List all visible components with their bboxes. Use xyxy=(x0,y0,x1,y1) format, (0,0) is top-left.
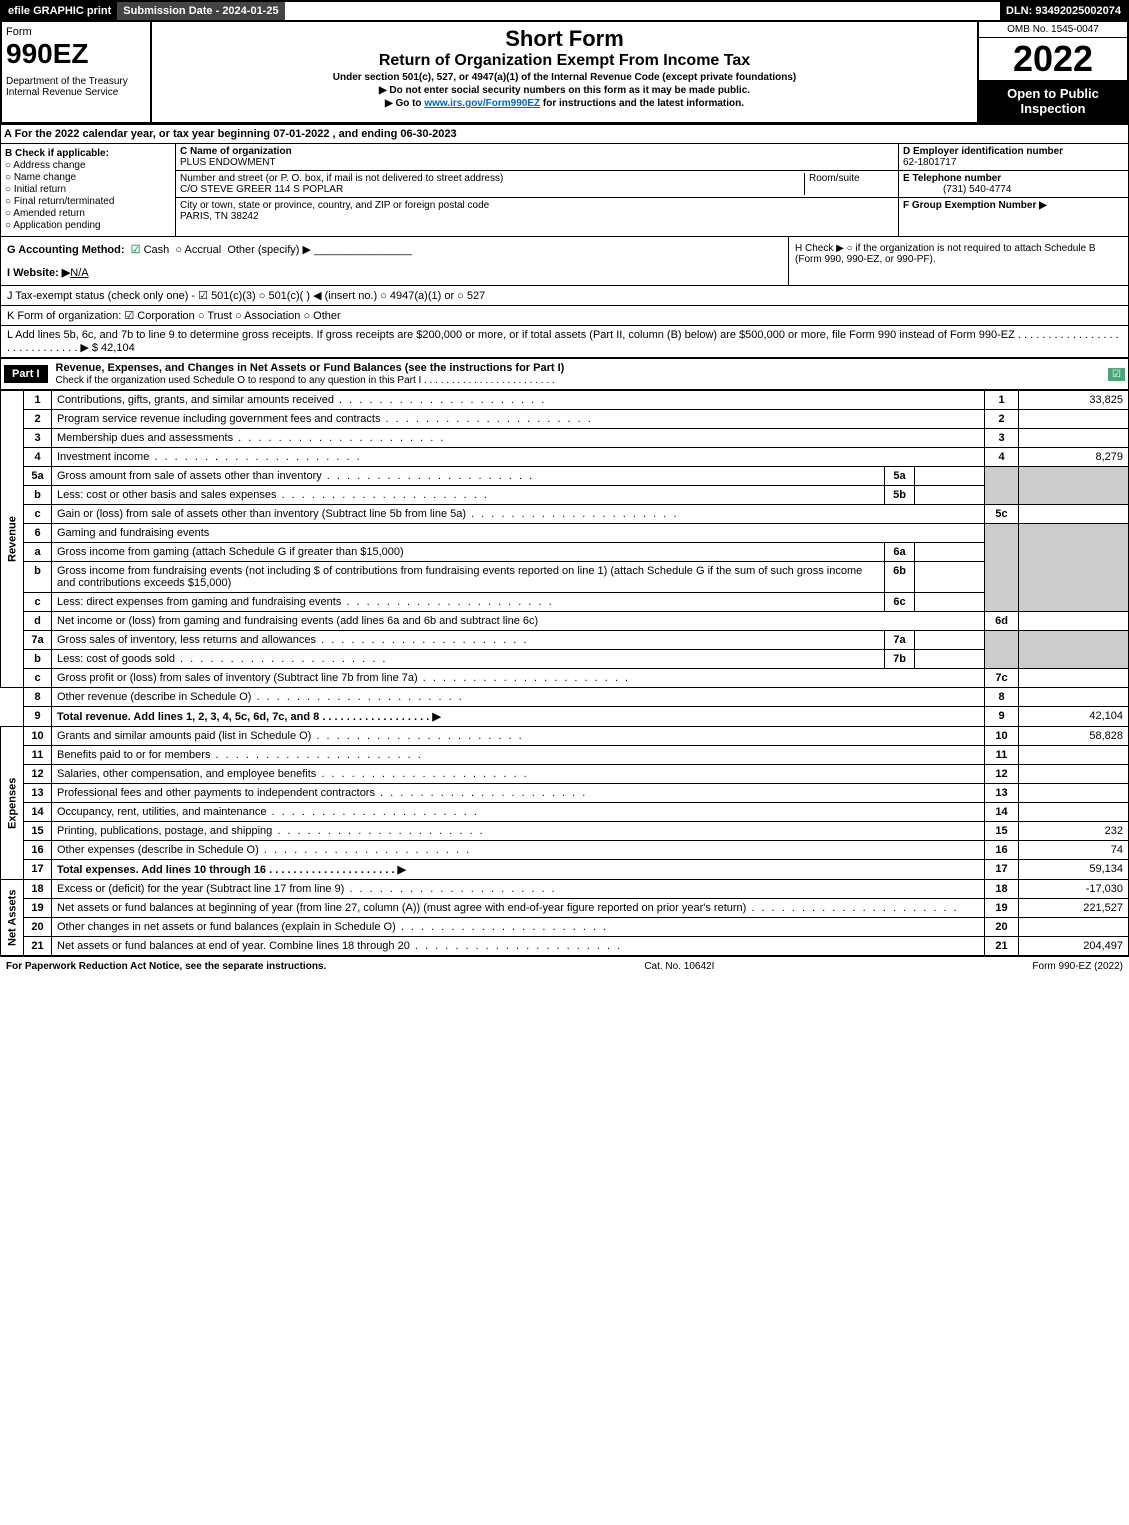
cash-opt: Cash xyxy=(144,244,170,256)
accounting-label: G Accounting Method: xyxy=(7,244,125,256)
part1-title: Revenue, Expenses, and Changes in Net As… xyxy=(56,362,565,386)
line-amt: 33,825 xyxy=(1019,391,1129,410)
dept-label: Department of the Treasury xyxy=(6,76,146,87)
cb-name[interactable]: Name change xyxy=(5,172,171,183)
section-def: D Employer identification number62-18017… xyxy=(898,144,1128,236)
accrual-opt: Accrual xyxy=(185,244,222,256)
side-netassets: Net Assets xyxy=(1,880,24,956)
page-footer: For Paperwork Reduction Act Notice, see … xyxy=(0,956,1129,976)
open-inspection: Open to Public Inspection xyxy=(979,80,1127,122)
form-word: Form xyxy=(6,26,146,38)
form-number: 990EZ xyxy=(6,38,146,70)
omb-number: OMB No. 1545-0047 xyxy=(979,22,1127,38)
website-value: N/A xyxy=(70,267,88,279)
city-label: City or town, state or province, country… xyxy=(180,200,489,211)
subtitle: Under section 501(c), 527, or 4947(a)(1)… xyxy=(156,72,973,83)
line-desc: Contributions, gifts, grants, and simila… xyxy=(57,394,546,406)
side-revenue: Revenue xyxy=(1,391,24,688)
ein-label: D Employer identification number xyxy=(903,146,1063,157)
cb-address[interactable]: Address change xyxy=(5,160,171,171)
title-short: Short Form xyxy=(156,26,973,52)
gross-receipts: 42,104 xyxy=(101,342,135,354)
room-label: Room/suite xyxy=(804,173,894,195)
org-name-label: C Name of organization xyxy=(180,146,292,157)
cb-amended[interactable]: Amended return xyxy=(5,208,171,219)
part1-header: Part I Revenue, Expenses, and Changes in… xyxy=(0,358,1129,390)
tel-value: (731) 540-4774 xyxy=(903,184,1011,195)
footer-left: For Paperwork Reduction Act Notice, see … xyxy=(6,961,326,972)
form-header: Form 990EZ Department of the Treasury In… xyxy=(0,22,1129,124)
cb-pending[interactable]: Application pending xyxy=(5,220,171,231)
part1-label: Part I xyxy=(4,365,48,383)
title-main: Return of Organization Exempt From Incom… xyxy=(156,52,973,70)
section-k: K Form of organization: ☑ Corporation ○ … xyxy=(0,306,1129,326)
block-bcd: B Check if applicable: Address change Na… xyxy=(0,144,1129,237)
footer-cat: Cat. No. 10642I xyxy=(644,961,714,972)
part1-table: Revenue 1 Contributions, gifts, grants, … xyxy=(0,390,1129,956)
addr-label: Number and street (or P. O. box, if mail… xyxy=(180,173,503,184)
top-bar: efile GRAPHIC print Submission Date - 20… xyxy=(0,0,1129,22)
footer-right: Form 990-EZ (2022) xyxy=(1032,961,1123,972)
section-h: H Check ▶ ○ if the organization is not r… xyxy=(788,237,1128,285)
ein-value: 62-1801717 xyxy=(903,157,956,168)
irs-link[interactable]: www.irs.gov/Form990EZ xyxy=(424,98,540,109)
submission-date: Submission Date - 2024-01-25 xyxy=(117,2,284,20)
section-b-label: B Check if applicable: xyxy=(5,148,171,159)
org-name: PLUS ENDOWMENT xyxy=(180,157,276,168)
cb-final[interactable]: Final return/terminated xyxy=(5,196,171,207)
section-b: B Check if applicable: Address change Na… xyxy=(1,144,176,236)
addr-value: C/O STEVE GREER 114 S POPLAR xyxy=(180,184,343,195)
tax-year: 2022 xyxy=(979,38,1127,80)
instr-ssn: ▶ Do not enter social security numbers o… xyxy=(156,85,973,96)
instr-link: ▶ Go to www.irs.gov/Form990EZ for instru… xyxy=(156,98,973,109)
side-expenses: Expenses xyxy=(1,727,24,880)
cb-initial[interactable]: Initial return xyxy=(5,184,171,195)
city-value: PARIS, TN 38242 xyxy=(180,211,259,222)
other-opt: Other (specify) ▶ xyxy=(227,244,311,256)
section-l: L Add lines 5b, 6c, and 7b to line 9 to … xyxy=(0,326,1129,358)
website-label: I Website: ▶ xyxy=(7,267,70,279)
line-box: 1 xyxy=(985,391,1019,410)
checkbox-icon[interactable]: ☑ xyxy=(1108,368,1125,381)
section-gh: G Accounting Method: ☑ Cash ○ Accrual Ot… xyxy=(0,237,1129,286)
section-j: J Tax-exempt status (check only one) - ☑… xyxy=(0,286,1129,306)
ln: 1 xyxy=(24,391,52,410)
group-label: F Group Exemption Number ▶ xyxy=(903,200,1047,211)
tel-label: E Telephone number xyxy=(903,173,1001,184)
section-c: C Name of organization PLUS ENDOWMENT Nu… xyxy=(176,144,898,236)
efile-label: efile GRAPHIC print xyxy=(2,2,117,20)
section-a: A For the 2022 calendar year, or tax yea… xyxy=(0,124,1129,144)
check-icon: ☑ xyxy=(131,244,141,256)
dln: DLN: 93492025002074 xyxy=(1000,2,1127,20)
irs-label: Internal Revenue Service xyxy=(6,87,146,98)
